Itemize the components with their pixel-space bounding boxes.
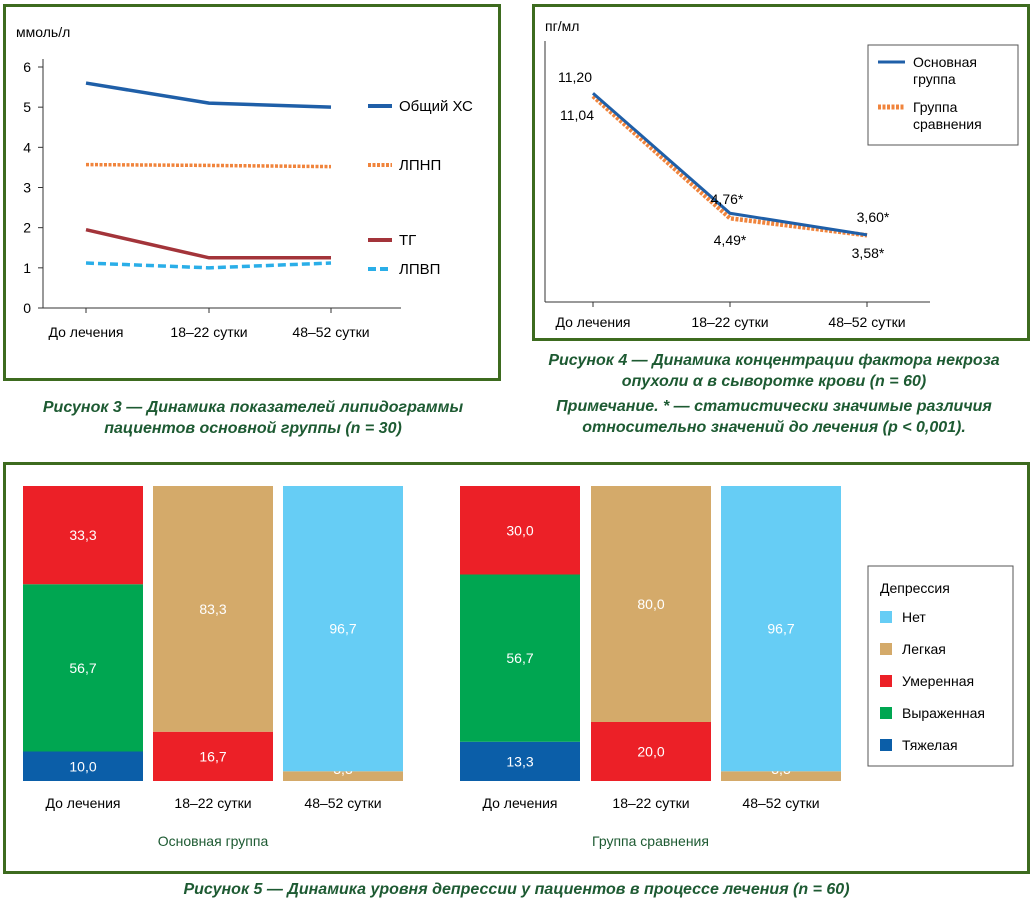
depression-stacked-bar-chart: 10,0 56,7 33,3 До лечения 16,7 83,3 18–22 сутк… [23, 486, 1014, 849]
data-label: 3,58* [852, 245, 885, 261]
data-label: 4,49* [714, 232, 747, 248]
bar-segment-нет [721, 486, 841, 772]
x-tick-label: 18–22 сутки [691, 314, 768, 330]
x-tick-label: 18–22 сутки [170, 324, 247, 340]
category-label: 18–22 сутки [612, 795, 689, 811]
bar-segment-умеренная [23, 486, 143, 585]
data-label: 4,76* [711, 191, 744, 207]
figure3-caption: Рисунок 3 — Динамика показателей липидог… [42, 399, 464, 437]
segment-value-label: 56,7 [69, 660, 96, 676]
legend-swatch-легкая [880, 643, 892, 655]
x-tick-label: 48–52 сутки [828, 314, 905, 330]
legend-label-выраженная: Выраженная [902, 705, 985, 721]
segment-value-label: 80,0 [637, 596, 664, 612]
segment-value-label: 16,7 [199, 748, 226, 764]
legend-label-лпнп: ЛПНП [399, 157, 441, 174]
legend-label-легкая: Легкая [902, 641, 946, 657]
bar-segment-тяжелая [460, 741, 580, 781]
y-tick-label: 0 [23, 300, 31, 316]
legend-swatch-умеренная [880, 675, 892, 687]
y-axis-label: пг/мл [545, 18, 579, 34]
data-label: 11,04 [560, 107, 594, 123]
figure4-panel: пг/мл До лечения 18–22 сутки 48–52 сутки 11,… [532, 4, 1030, 341]
series-line-основная-группа [592, 92, 868, 237]
legend-label-лпвп: ЛПВП [399, 261, 440, 278]
legend-label-умеренная: Умеренная [902, 673, 974, 689]
bar-segment-легкая [721, 771, 841, 781]
series-line-группа-сравнения [591, 94, 868, 238]
category-label: 48–52 сутки [742, 795, 819, 811]
legend-label-тяжелая: Тяжелая [902, 737, 958, 753]
legend-swatch-выраженная [880, 707, 892, 719]
x-tick-label: 48–52 сутки [292, 324, 369, 340]
x-tick-label: До лечения [555, 314, 630, 330]
tnf-line-chart: пг/мл До лечения 18–22 сутки 48–52 сутки 11,… [544, 18, 1019, 330]
bar-segment-легкая [283, 771, 403, 781]
series-line-лпвп [85, 261, 332, 270]
segment-value-label: 20,0 [637, 744, 664, 760]
bar-segment-умеренная [153, 731, 273, 781]
y-tick-label: 2 [23, 220, 31, 236]
segment-value-label: 96,7 [767, 621, 794, 637]
series-line-лпнп [85, 162, 332, 169]
bar-segment-легкая [153, 486, 273, 732]
group-label: Основная группа [158, 833, 269, 849]
category-label: 48–52 сутки [304, 795, 381, 811]
y-tick-label: 4 [23, 139, 31, 155]
legend-label-группа-сравнения: Группа [913, 99, 958, 115]
y-tick-label: 3 [23, 180, 31, 196]
segment-value-label: 83,3 [199, 601, 226, 617]
legend-swatch-тяжелая [880, 739, 892, 751]
legend-label-нет: Нет [902, 609, 926, 625]
figure4-caption: Рисунок 4 — Динамика концентрации фактор… [548, 352, 1000, 390]
y-tick-label: 5 [23, 99, 31, 115]
y-axis-label: ммоль/л [16, 24, 70, 40]
figure5-caption: Рисунок 5 — Динамика уровня депрессии у … [183, 881, 850, 898]
bar-segment-нет [283, 486, 403, 772]
legend-label-группа-сравнения: сравнения [913, 116, 982, 132]
segment-value-label: 13,3 [506, 753, 533, 769]
bar-segment-выраженная [23, 584, 143, 752]
legend-label-тг: ТГ [399, 232, 416, 249]
segment-value-label: 96,7 [329, 621, 356, 637]
legend-label-основная-группа: Основная [913, 54, 977, 70]
data-label: 11,20 [558, 69, 592, 85]
legend-title: Депрессия [880, 580, 950, 596]
y-tick-label: 1 [23, 260, 31, 276]
legend-box [867, 565, 1014, 767]
bar-segment-выраженная [460, 574, 580, 742]
figure4-note: Примечание. * — статистически значимые р… [556, 398, 992, 436]
legend-label-основная-группа: группа [913, 71, 956, 87]
legend-swatch-нет [880, 611, 892, 623]
segment-value-label: 10,0 [69, 758, 96, 774]
y-tick-label: 6 [23, 59, 31, 75]
segment-value-label: 33,3 [69, 527, 96, 543]
group-label: Группа сравнения [592, 833, 709, 849]
data-label: 3,60* [857, 209, 890, 225]
category-label: 18–22 сутки [174, 795, 251, 811]
bar-segment-умеренная [591, 722, 711, 781]
figure3-panel: ммоль/л 0 1 2 3 4 5 6 До лечения 18–22 сутки 48–52… [3, 4, 501, 381]
segment-value-label: 56,7 [506, 650, 533, 666]
category-label: До лечения [45, 795, 120, 811]
series-line-тг [85, 227, 331, 260]
x-tick-label: До лечения [48, 324, 123, 340]
category-label: До лечения [482, 795, 557, 811]
figure5-panel: 10,0 56,7 33,3 До лечения 16,7 83,3 18–22 сутк… [3, 462, 1030, 874]
bar-segment-легкая [591, 486, 711, 722]
bar-segment-тяжелая [23, 751, 143, 781]
legend-label-общий-хс: Общий ХС [399, 98, 473, 115]
lipid-line-chart: ммоль/л 0 1 2 3 4 5 6 До лечения 18–22 сутки 48–52… [16, 24, 473, 340]
series-line-общий-хс [85, 81, 332, 109]
segment-value-label: 30,0 [506, 522, 533, 538]
bar-segment-умеренная [460, 486, 580, 575]
